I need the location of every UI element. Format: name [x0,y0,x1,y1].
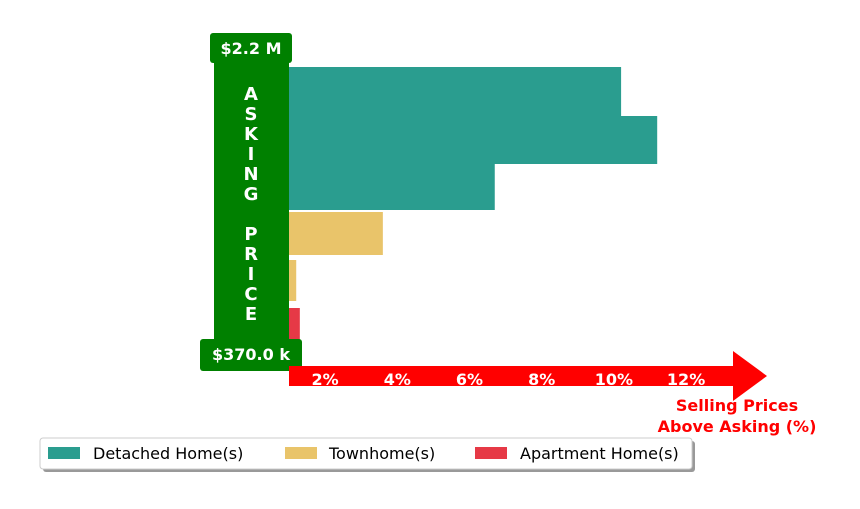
x-tick-label: 4% [384,370,411,389]
y-bottom-badge-box [200,339,302,371]
x-axis-label-line-2: Above Asking (%) [658,417,817,436]
bar-0-2 [289,164,495,210]
legend-swatch-apartment [475,447,507,459]
y-top-badge-box [210,33,292,63]
y-top-badge: $2.2 M [221,39,282,58]
legend-label-townhome: Townhome(s) [328,444,435,463]
legend-swatch-detached [48,447,80,459]
x-tick-label: 2% [312,370,339,389]
x-tick-label: 6% [456,370,483,389]
legend-label-detached: Detached Home(s) [93,444,243,463]
x-tick-label: 8% [528,370,555,389]
bars-layer [289,67,658,341]
bar-0-0 [289,67,622,116]
bar-0-1 [289,116,658,164]
x-axis-label-line-1: Selling Prices [676,396,798,415]
bar-2-0 [289,308,300,341]
y-bottom-badge: $370.0 k [212,345,290,364]
x-axis: 2% 4% 6% 8% 10% 12% Selling Prices Above Aski… [289,351,816,436]
y-axis-bar [214,58,289,358]
legend: Detached Home(s) Townhome(s) Apartment H… [39,437,695,472]
x-tick-label: 12% [667,370,705,389]
legend-label-apartment: Apartment Home(s) [520,444,679,463]
x-axis-arrow [289,351,767,401]
bar-1-0 [289,212,383,255]
x-tick-label: 10% [595,370,633,389]
legend-swatch-townhome [285,447,317,459]
x-tick-labels: 2% 4% 6% 8% 10% 12% [312,370,706,389]
legend-frame [39,437,693,470]
bar-1-1 [289,260,297,301]
